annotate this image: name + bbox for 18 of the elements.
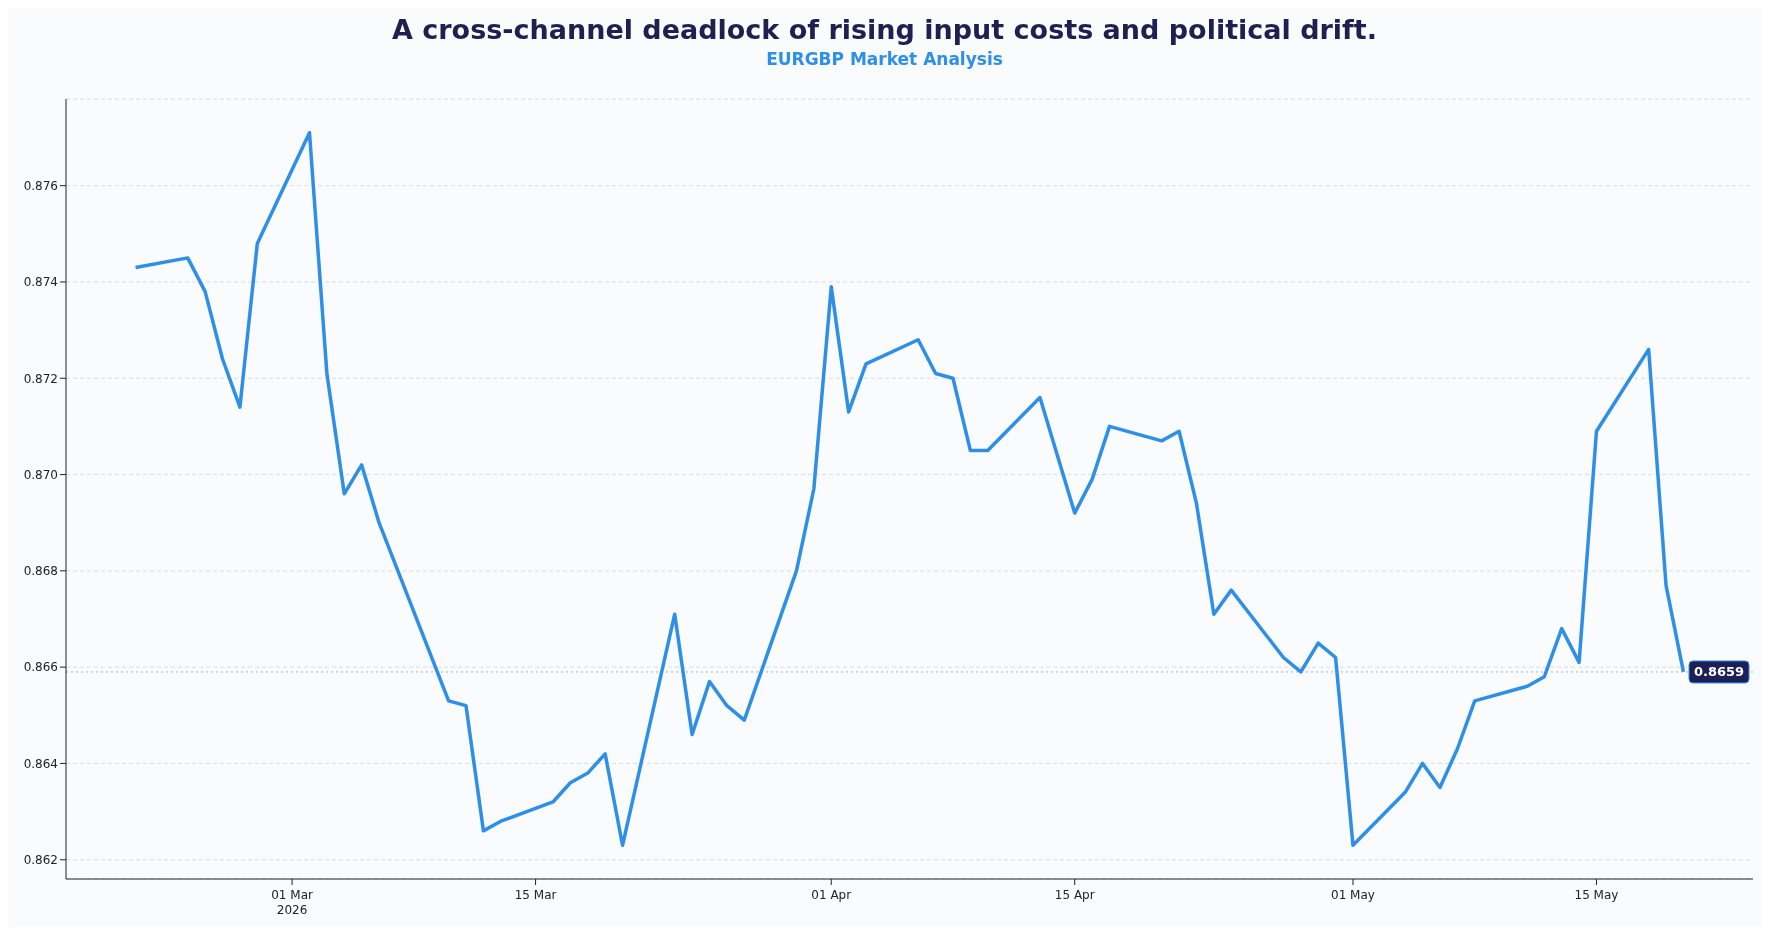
y-tick-label: 0.864: [23, 756, 58, 771]
y-tick-label: 0.872: [23, 371, 58, 386]
x-tick-label: 15 May: [1574, 888, 1619, 902]
x-tick-label: 15 Mar: [514, 888, 557, 902]
y-tick-label: 0.868: [23, 564, 58, 579]
x-tick-label: 15 Apr: [1054, 888, 1095, 902]
x-tick-label: 01 Mar 2026: [271, 888, 314, 917]
y-tick-label: 0.874: [23, 275, 58, 290]
x-tick-label: 01 May: [1331, 888, 1375, 902]
line-series: [133, 130, 1686, 848]
x-tick-label: 01 Apr: [811, 888, 852, 902]
y-tick-label: 0.870: [23, 467, 58, 482]
ref-line-label: 0.8659: [1693, 664, 1745, 680]
chart-title: A cross-channel deadlock of rising input costs and political drift.: [391, 14, 1378, 45]
y-tick-label: 0.866: [23, 660, 58, 675]
y-tick-label: 0.876: [23, 178, 58, 193]
chart-subtitle: EURGBP Market Analysis: [765, 49, 1004, 69]
y-tick-label: 0.862: [23, 853, 58, 867]
